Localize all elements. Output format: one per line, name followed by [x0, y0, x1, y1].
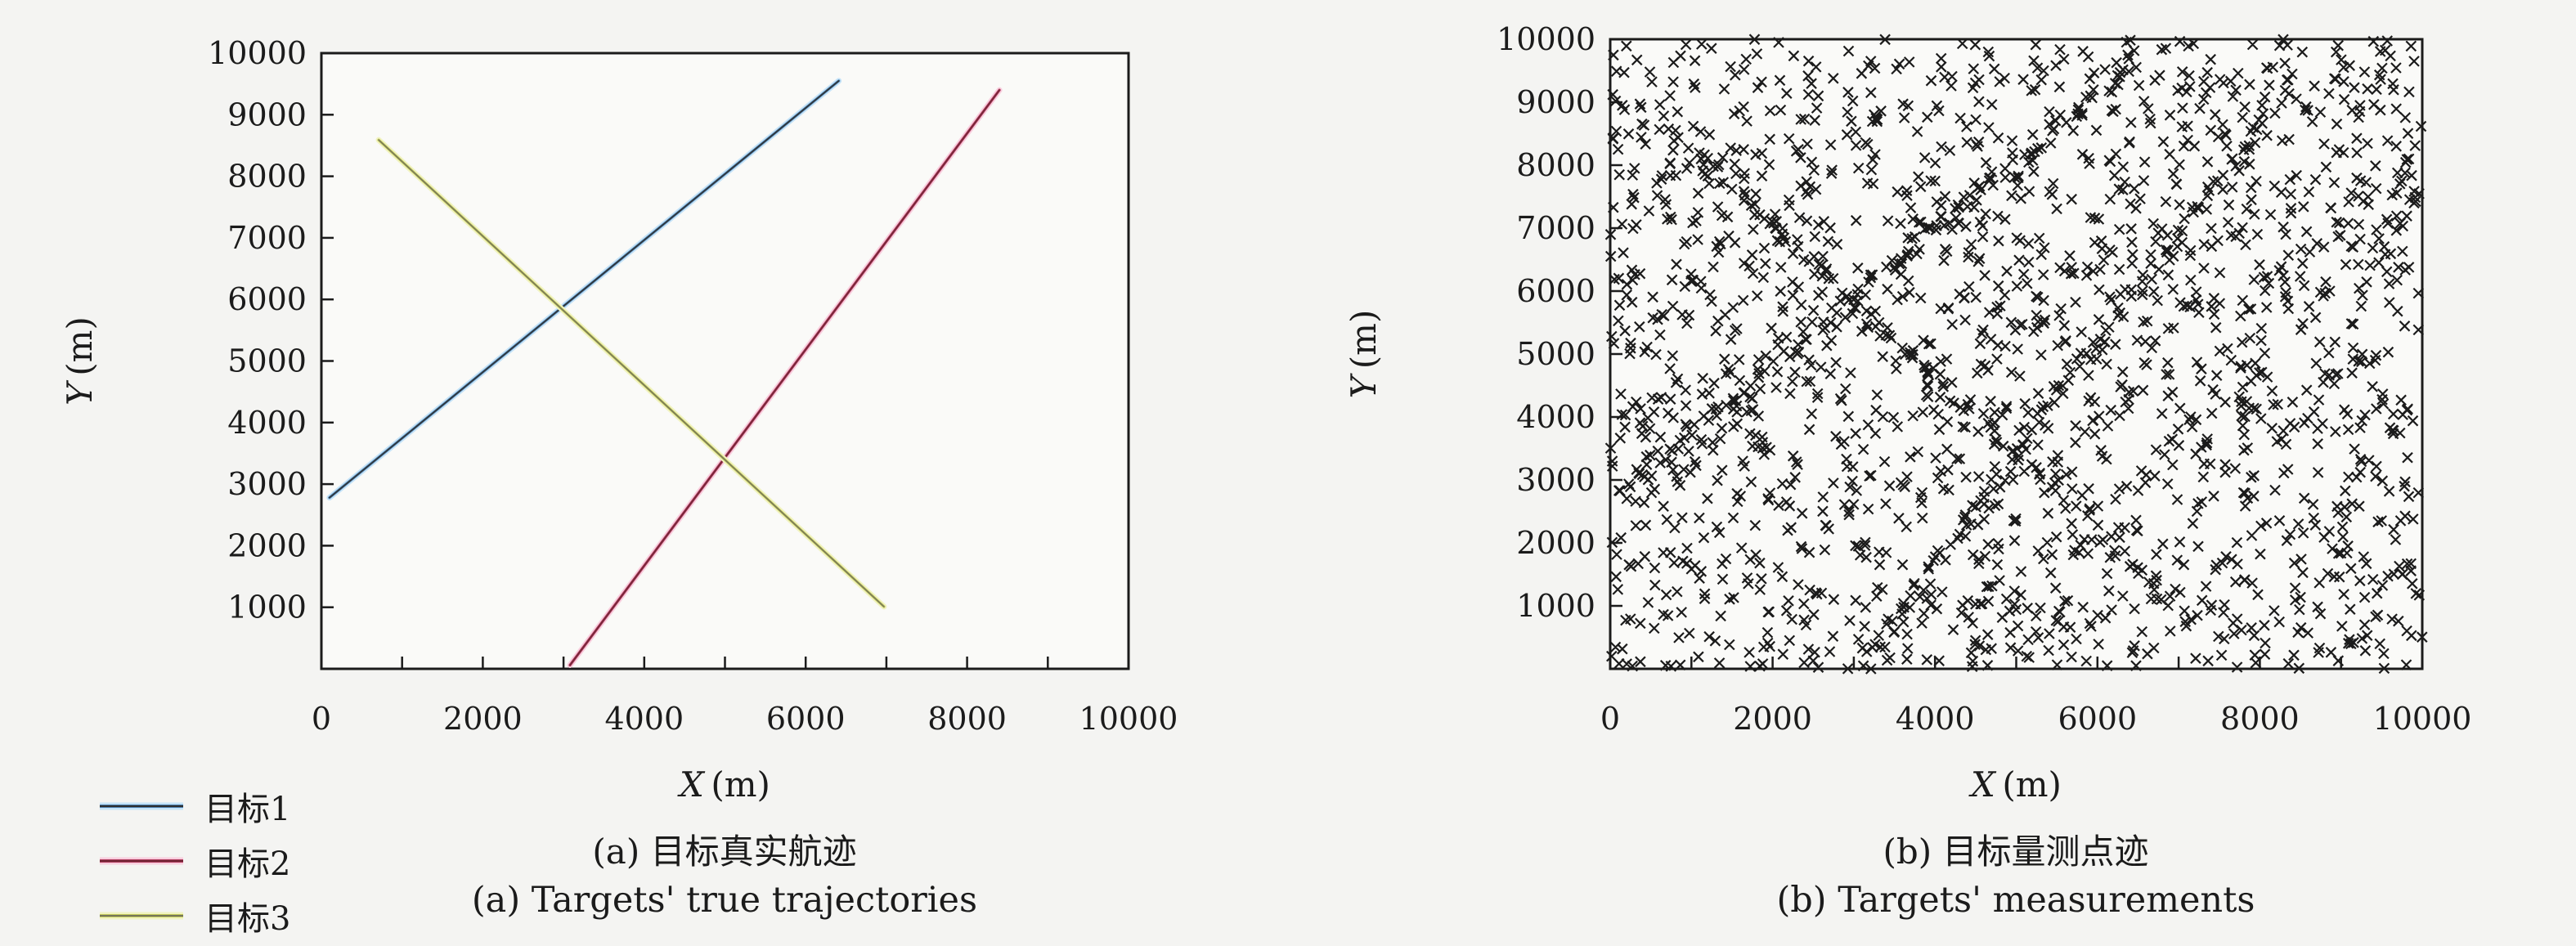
caption-a-english: (a) Targets' true trajectories — [471, 880, 978, 921]
caption-b-chinese: (b) 目标量测点迹 — [1883, 832, 2149, 872]
target1-line-swatch — [100, 802, 183, 809]
svg-text:2000: 2000 — [1733, 701, 1812, 737]
svg-text:1000: 1000 — [1516, 588, 1595, 624]
target3-line-swatch — [100, 912, 183, 919]
svg-text:X (m): X (m) — [677, 764, 770, 805]
svg-text:5000: 5000 — [1516, 336, 1595, 372]
svg-text:8000: 8000 — [2220, 701, 2300, 737]
svg-text:2000: 2000 — [1516, 525, 1595, 561]
svg-text:10000: 10000 — [2373, 701, 2472, 737]
svg-text:10000: 10000 — [1079, 701, 1178, 737]
svg-text:10000: 10000 — [1497, 21, 1595, 57]
svg-text:7000: 7000 — [1516, 210, 1595, 246]
svg-text:1000: 1000 — [227, 590, 307, 625]
true-trajectories-plot: 0 2000 4000 6000 8000 10000 1000 2000 3000 4000 50… — [60, 35, 1178, 805]
caption-a-chinese: (a) 目标真实航迹 — [592, 832, 857, 872]
target2-line-swatch — [100, 857, 183, 864]
svg-text:6000: 6000 — [766, 701, 846, 737]
svg-text:9000: 9000 — [227, 96, 307, 132]
svg-text:4000: 4000 — [604, 701, 684, 737]
svg-text:6000: 6000 — [1516, 273, 1595, 309]
legend: 目标1 目标2 目标3 — [96, 778, 290, 943]
legend-label-target1: 目标1 — [204, 790, 291, 828]
svg-text:0: 0 — [1600, 701, 1620, 737]
svg-text:3000: 3000 — [1516, 462, 1595, 498]
svg-text:10000: 10000 — [208, 35, 307, 71]
svg-text:7000: 7000 — [227, 220, 307, 256]
svg-text:5000: 5000 — [227, 343, 307, 379]
measurements-plot: 0 2000 4000 6000 8000 10000 1000 2000 3000 4000 50… — [1344, 21, 2472, 805]
svg-text:Y (m): Y (m) — [60, 316, 100, 406]
svg-text:3000: 3000 — [227, 466, 307, 502]
svg-text:X (m): X (m) — [1968, 764, 2062, 805]
svg-text:6000: 6000 — [227, 281, 307, 317]
legend-label-target2: 目标2 — [204, 845, 291, 883]
svg-text:4000: 4000 — [227, 405, 307, 441]
svg-text:4000: 4000 — [1896, 701, 1975, 737]
svg-text:6000: 6000 — [2058, 701, 2137, 737]
svg-text:Y (m): Y (m) — [1344, 310, 1384, 399]
svg-text:9000: 9000 — [1516, 84, 1595, 120]
svg-text:0: 0 — [312, 701, 331, 737]
legend-row-target3: 目标3 — [96, 888, 290, 943]
svg-text:4000: 4000 — [1516, 399, 1595, 435]
svg-text:8000: 8000 — [927, 701, 1007, 737]
legend-row-target2: 目标2 — [96, 833, 290, 888]
svg-text:8000: 8000 — [227, 159, 307, 195]
svg-text:2000: 2000 — [443, 701, 523, 737]
caption-b-english: (b) Targets' measurements — [1776, 880, 2255, 921]
svg-text:2000: 2000 — [227, 527, 307, 563]
svg-text:8000: 8000 — [1516, 147, 1595, 183]
legend-row-target1: 目标1 — [96, 778, 290, 833]
legend-label-target3: 目标3 — [204, 899, 291, 938]
